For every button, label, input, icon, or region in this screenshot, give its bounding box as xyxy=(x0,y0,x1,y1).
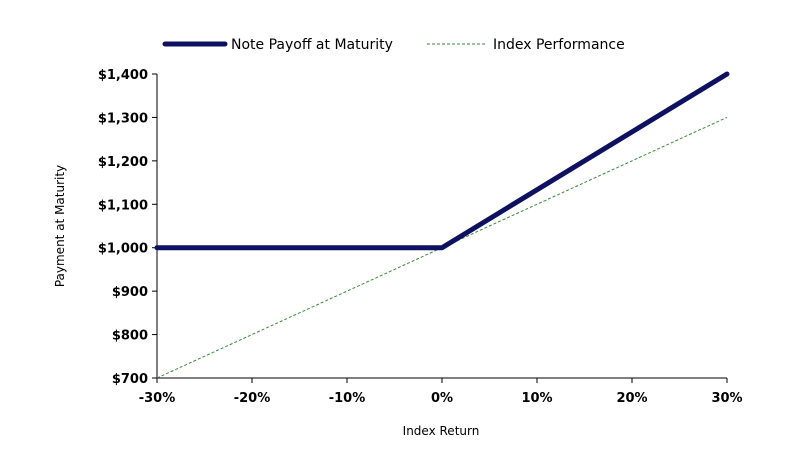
x-tick-label: -10% xyxy=(329,391,366,406)
legend-label-note-payoff: Note Payoff at Maturity xyxy=(231,37,393,53)
x-tick-label: -20% xyxy=(234,391,271,406)
series-line-note-payoff-at-maturity xyxy=(154,71,730,251)
y-tick-labels: $700 $800 $900 $1,000 $1,100 $1,200 $1,300 $1,4… xyxy=(98,68,148,387)
y-tick-label: $1,100 xyxy=(98,198,148,213)
axes xyxy=(152,73,728,383)
y-tick-label: $1,400 xyxy=(98,68,148,83)
legend-label-index-performance: Index Performance xyxy=(493,37,625,53)
y-tick-label: $1,300 xyxy=(98,111,148,126)
legend: Note Payoff at Maturity Index Performanc… xyxy=(162,37,625,53)
series-layer xyxy=(154,71,730,379)
series-line-index-performance xyxy=(156,116,728,379)
x-axis-title: Index Return xyxy=(403,424,480,438)
y-tick-label: $900 xyxy=(112,285,148,300)
y-axis-title: Payment at Maturity xyxy=(53,165,67,287)
x-tick-label: 30% xyxy=(711,391,742,406)
y-tick-label: $700 xyxy=(112,372,148,387)
y-tick-label: $1,000 xyxy=(98,242,148,257)
x-tick-label: 0% xyxy=(431,391,453,406)
x-tick-labels: -30% -20% -10% 0% 10% 20% 30% xyxy=(139,391,743,406)
y-tick-label: $800 xyxy=(112,329,148,344)
x-tick-label: -30% xyxy=(139,391,176,406)
x-tick-label: 10% xyxy=(521,391,552,406)
x-tick-label: 20% xyxy=(616,391,647,406)
y-tick-label: $1,200 xyxy=(98,155,148,170)
